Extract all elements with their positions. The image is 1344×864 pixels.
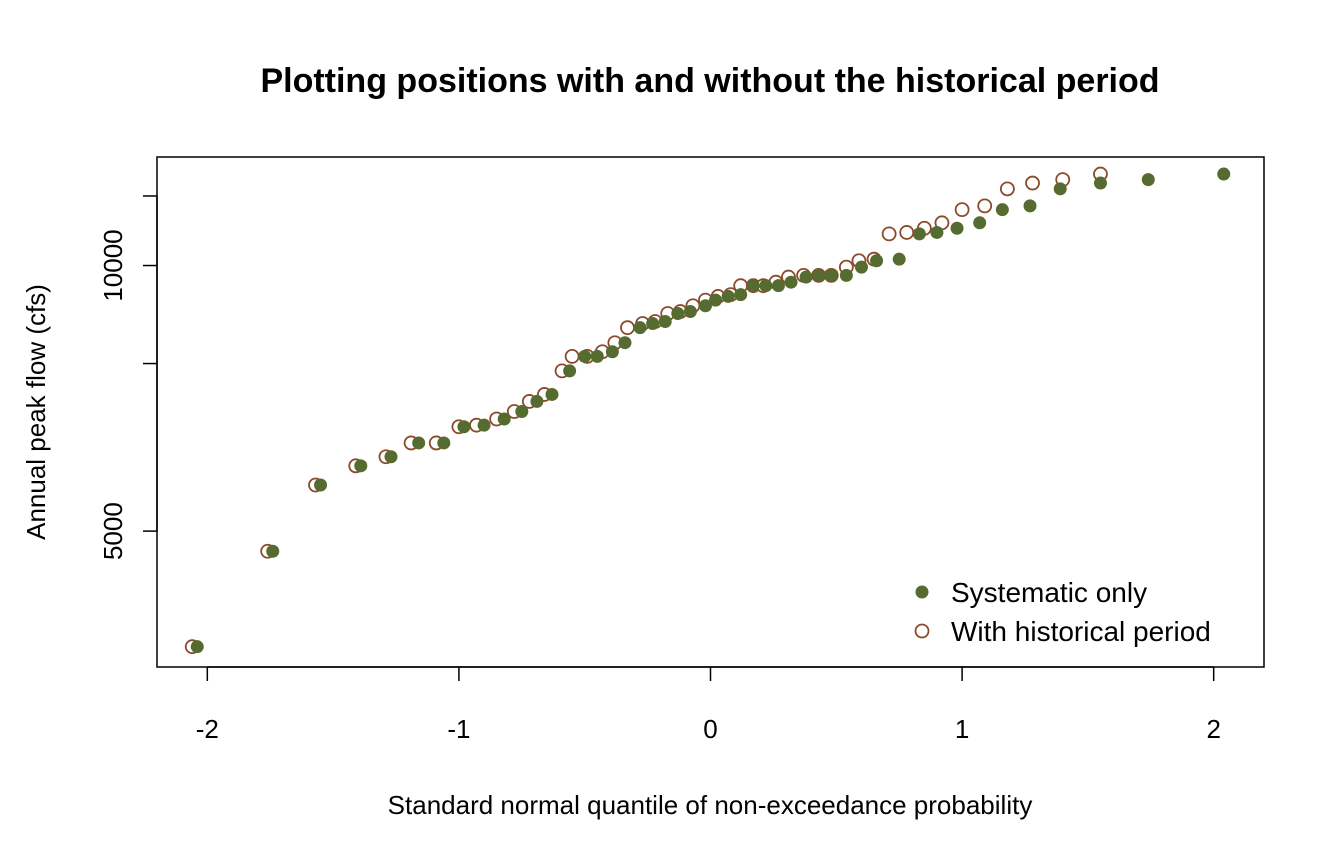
point-historical: [881, 226, 897, 242]
legend-marker-historical: [914, 623, 930, 639]
point-systematic: [746, 279, 760, 293]
point-systematic: [497, 412, 511, 426]
x-tick-label: 0: [703, 714, 717, 744]
x-axis-label: Standard normal quantile of non-exceedan…: [388, 790, 1033, 820]
point-systematic: [734, 288, 748, 302]
x-tick-label: -1: [447, 714, 470, 744]
point-systematic: [515, 405, 529, 419]
point-historical: [954, 202, 970, 218]
point-systematic: [870, 254, 884, 268]
point-systematic: [633, 321, 647, 335]
point-systematic: [590, 349, 604, 363]
point-systematic: [578, 349, 592, 363]
point-historical: [999, 181, 1015, 197]
point-systematic: [950, 221, 964, 235]
point-systematic: [721, 289, 735, 303]
point-systematic: [912, 227, 926, 241]
point-systematic: [563, 364, 577, 378]
point-systematic: [1141, 173, 1155, 187]
point-systematic: [973, 216, 987, 230]
point-systematic: [1093, 176, 1107, 190]
point-systematic: [412, 436, 426, 450]
data-points: [184, 166, 1231, 655]
x-axis: -2 -1 0 1 2: [196, 666, 1221, 744]
point-systematic: [683, 305, 697, 319]
point-systematic: [784, 275, 798, 289]
point-systematic: [839, 268, 853, 282]
point-historical: [899, 225, 915, 240]
y-axis-label: Annual peak flow (cfs): [21, 284, 51, 540]
point-systematic: [812, 268, 826, 282]
point-systematic: [709, 293, 723, 307]
point-systematic: [384, 450, 398, 464]
point-systematic: [824, 268, 838, 282]
point-systematic: [545, 387, 559, 401]
point-systematic: [530, 394, 544, 408]
point-systematic: [457, 420, 471, 434]
point-systematic: [1023, 199, 1037, 213]
point-systematic: [671, 307, 685, 321]
point-systematic: [266, 544, 280, 558]
legend-marker-systematic: [915, 585, 929, 599]
point-systematic: [618, 336, 632, 350]
point-historical: [620, 320, 635, 336]
point-systematic: [477, 418, 491, 432]
point-systematic: [892, 252, 906, 266]
point-systematic: [1053, 182, 1067, 196]
point-systematic: [759, 279, 773, 293]
legend: Systematic only With historical period: [914, 577, 1211, 647]
point-systematic: [190, 640, 204, 654]
y-axis: 5000 10000: [98, 195, 158, 560]
point-systematic: [854, 260, 868, 274]
x-tick-label: 1: [955, 714, 969, 744]
point-systematic: [771, 279, 785, 293]
point-historical: [564, 349, 580, 364]
legend-label-systematic: Systematic only: [951, 577, 1147, 608]
x-tick-label: 2: [1206, 714, 1220, 744]
point-systematic: [646, 317, 660, 331]
point-historical: [1025, 175, 1040, 191]
point-systematic: [605, 345, 619, 359]
point-systematic: [799, 270, 813, 284]
point-systematic: [437, 436, 451, 450]
point-systematic: [658, 314, 672, 328]
point-systematic: [930, 225, 944, 239]
point-systematic: [995, 203, 1009, 217]
x-tick-label: -2: [196, 714, 219, 744]
y-tick-label: 10000: [98, 229, 128, 301]
point-systematic: [314, 478, 328, 492]
chart-title: Plotting positions with and without the …: [260, 62, 1159, 100]
legend-label-historical: With historical period: [951, 616, 1211, 647]
point-systematic: [698, 299, 712, 313]
point-systematic: [1217, 167, 1231, 181]
point-systematic: [354, 459, 368, 473]
point-historical: [977, 198, 993, 214]
y-tick-label: 5000: [98, 502, 128, 560]
